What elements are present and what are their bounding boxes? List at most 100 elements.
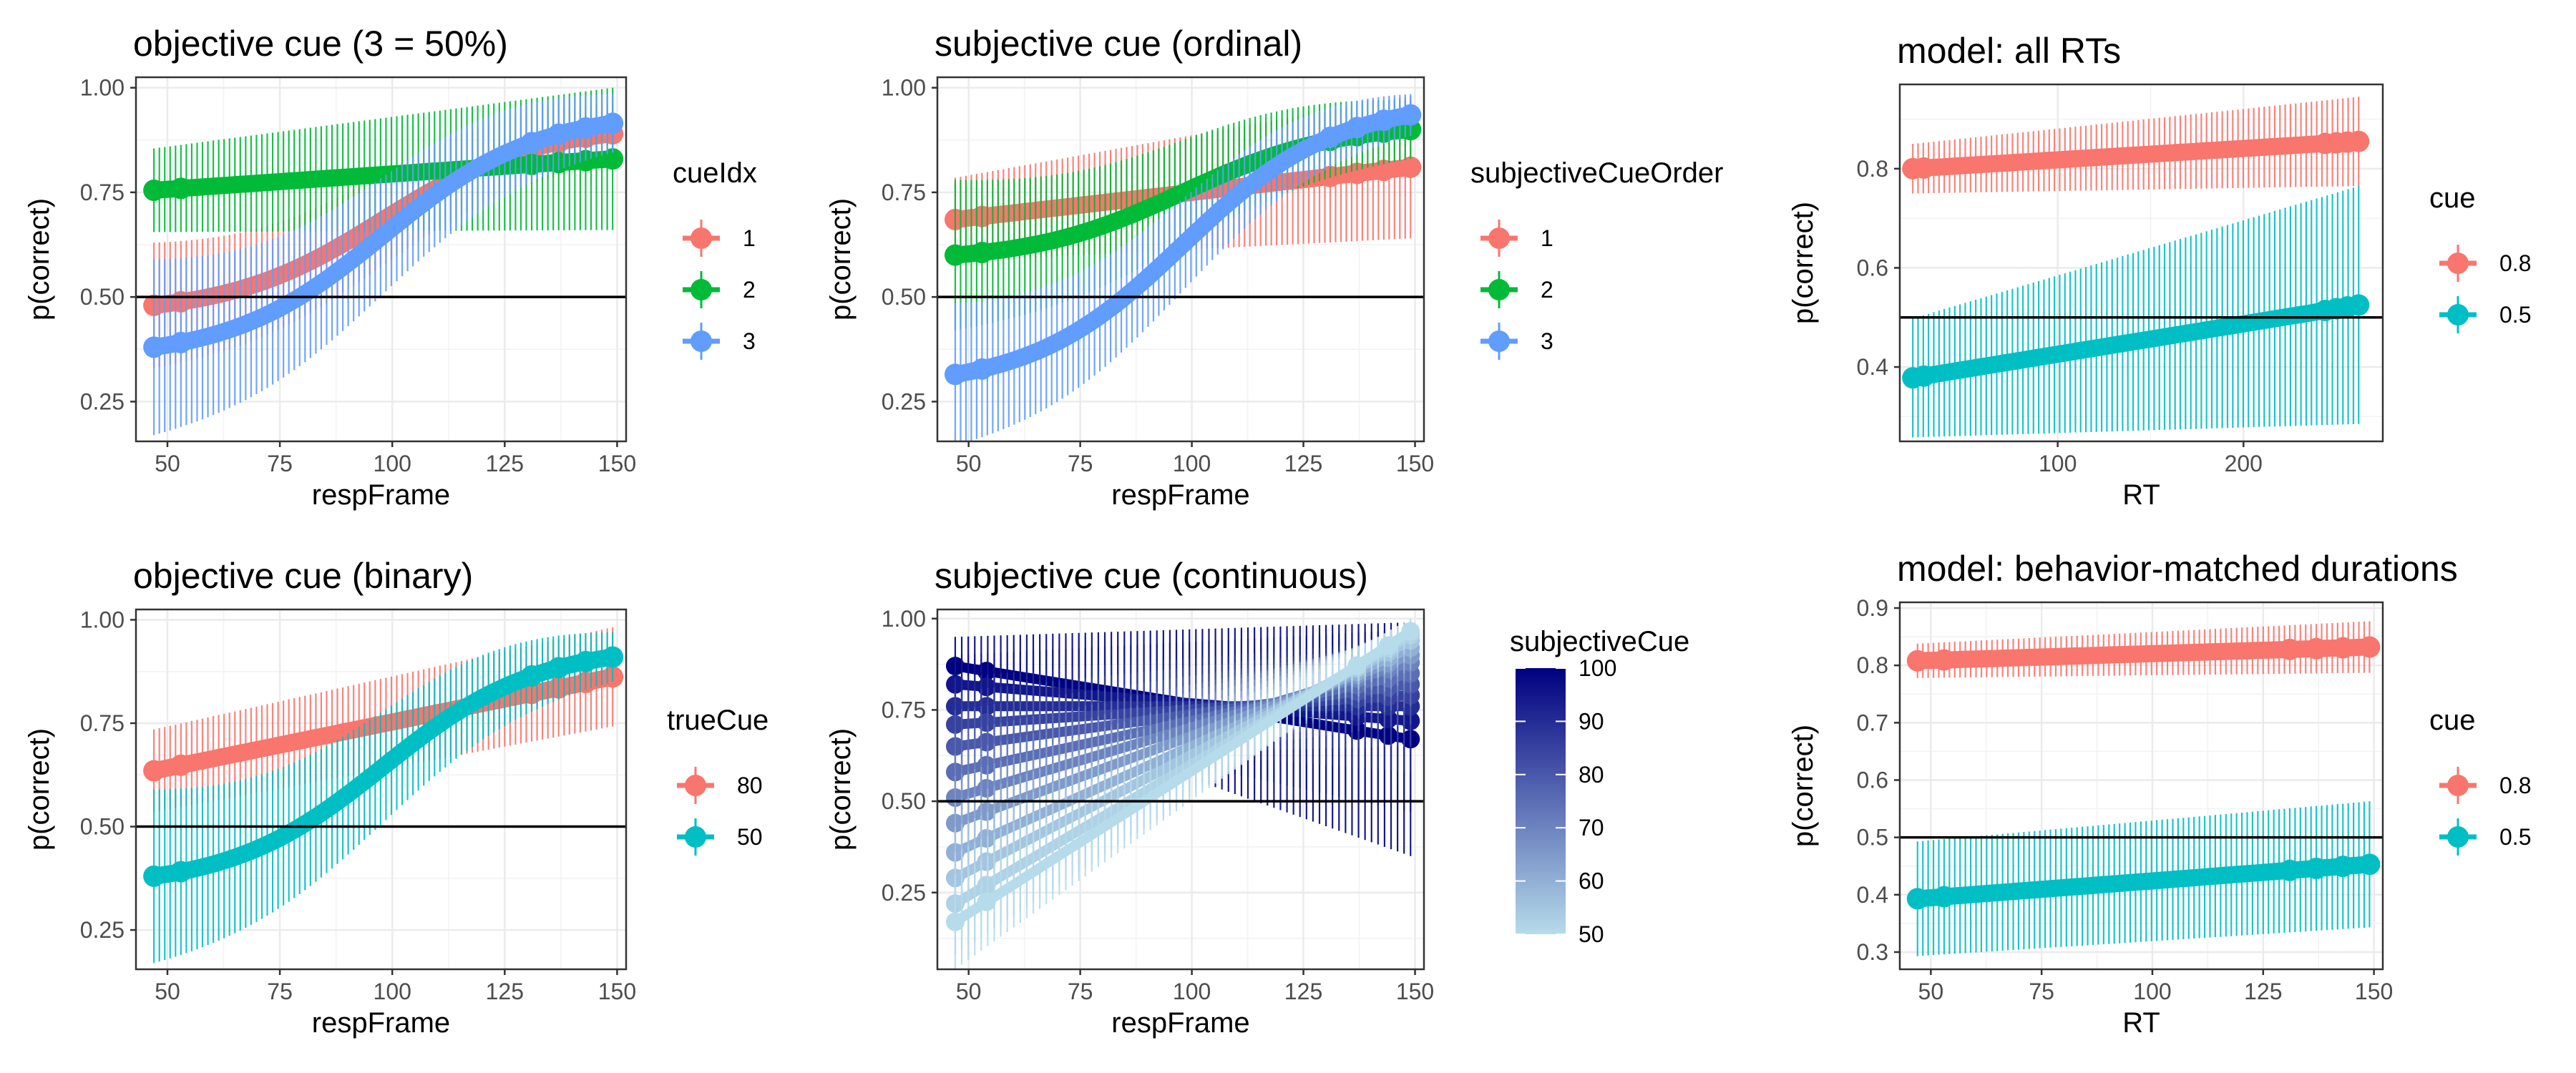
series-0.5 — [1906, 801, 2381, 956]
y-tick-label: 0.4 — [1857, 354, 1888, 380]
x-axis-label: respFrame — [1111, 479, 1249, 511]
x-tick-label: 75 — [2029, 979, 2054, 1004]
colorbar — [1516, 668, 1566, 934]
data-point — [977, 852, 996, 871]
series-50 — [945, 618, 1420, 969]
legend-key-point — [1488, 279, 1510, 300]
legend-key-point — [691, 227, 712, 249]
y-tick-label: 0.5 — [1857, 825, 1888, 851]
data-point — [2332, 637, 2354, 659]
y-tick-label: 1.00 — [882, 75, 926, 101]
data-point — [547, 657, 570, 679]
data-point — [2358, 636, 2381, 658]
data-point — [1347, 656, 1367, 675]
legend-title: trueCue — [667, 705, 769, 736]
data-point — [521, 132, 543, 154]
x-tick-label: 125 — [486, 979, 524, 1004]
panel-1: objective cue (3 = 50%) 50 75 100 125 150 0.25… — [24, 24, 757, 511]
panel-border — [1898, 601, 2384, 971]
panel-title: subjective cue (ordinal) — [935, 24, 1302, 64]
data-layer — [143, 627, 624, 964]
data-point — [2306, 637, 2328, 660]
legend: cue 0.8 0.5 — [2429, 705, 2531, 856]
y-tick-label: 0.25 — [80, 388, 125, 414]
x-tick-label: 125 — [2244, 979, 2282, 1004]
panel-title: model: all RTs — [1897, 31, 2121, 71]
y-axis-label: p(correct) — [1787, 202, 1819, 324]
panel-border — [1898, 83, 2384, 443]
x-tick-label: 100 — [2133, 979, 2171, 1004]
legend-key-point — [2447, 775, 2469, 796]
colorbar-label: 100 — [1579, 655, 1616, 681]
data-point — [2278, 638, 2301, 660]
legend-label: 3 — [1541, 328, 1553, 354]
colorbar-label: 70 — [1579, 815, 1604, 841]
panel-border — [135, 76, 628, 443]
x-tick-label: 125 — [486, 451, 524, 476]
data-point — [977, 876, 996, 895]
data-point — [1933, 649, 1955, 671]
y-axis-label: p(correct) — [24, 198, 55, 320]
panel-border — [936, 76, 1425, 443]
data-point — [977, 892, 996, 911]
y-tick-label: 0.50 — [80, 814, 125, 840]
data-point — [1319, 126, 1341, 148]
data-point — [971, 358, 993, 380]
legend-label: 2 — [1541, 277, 1553, 303]
y-tick-label: 0.4 — [1857, 882, 1888, 908]
x-axis-label: respFrame — [312, 1007, 450, 1039]
series-0.8 — [1906, 621, 2381, 678]
x-tick-label: 150 — [1396, 451, 1434, 476]
data-point — [977, 697, 996, 716]
y-tick-label: 0.6 — [1857, 767, 1888, 793]
x-tick-label: 50 — [155, 979, 180, 1004]
data-point — [170, 754, 192, 776]
data-point — [977, 802, 996, 821]
legend-title: cue — [2429, 182, 2476, 214]
data-point — [1913, 157, 1935, 179]
x-axis-label: respFrame — [1111, 1007, 1249, 1039]
x-tick-label: 125 — [1284, 979, 1322, 1004]
y-tick-label: 0.25 — [882, 880, 926, 906]
legend-key-point — [1488, 330, 1510, 352]
data-point — [1906, 888, 1928, 910]
data-point — [1379, 710, 1398, 729]
colorbar-label: 80 — [1579, 762, 1604, 788]
series-3 — [143, 94, 624, 436]
data-point — [1379, 636, 1398, 655]
legend-title: cue — [2429, 705, 2476, 736]
x-tick-label: 50 — [956, 451, 982, 476]
data-layer — [1906, 621, 2381, 956]
data-point — [1906, 650, 1928, 672]
y-tick-label: 0.3 — [1857, 939, 1888, 965]
data-point — [1933, 886, 1955, 908]
panel-border — [135, 608, 628, 971]
x-tick-label: 75 — [1068, 979, 1093, 1004]
legend-label: 80 — [737, 773, 763, 798]
x-tick-label: 75 — [267, 451, 293, 476]
x-tick-label: 100 — [2039, 451, 2077, 476]
data-point — [143, 336, 165, 358]
y-tick-label: 1.00 — [80, 607, 125, 632]
colorbar-label: 90 — [1579, 708, 1604, 734]
colorbar-label: 60 — [1579, 868, 1604, 894]
data-point — [575, 117, 597, 139]
x-axis-label: RT — [2122, 1007, 2160, 1039]
y-axis-label: p(correct) — [1787, 725, 1819, 847]
panel-title: subjective cue (continuous) — [935, 556, 1368, 596]
y-axis-label: p(correct) — [825, 728, 857, 851]
y-axis-label: p(correct) — [24, 728, 55, 851]
legend-label: 3 — [743, 328, 756, 354]
data-point — [143, 760, 165, 782]
data-point — [170, 331, 192, 353]
data-point — [1913, 365, 1935, 387]
data-layer — [945, 618, 1420, 969]
data-point — [2332, 856, 2354, 878]
panel-title: objective cue (binary) — [133, 556, 473, 596]
data-point — [977, 779, 996, 798]
data-point — [977, 828, 996, 848]
data-layer — [143, 87, 624, 436]
x-tick-label: 100 — [1173, 451, 1211, 476]
y-tick-label: 1.00 — [882, 606, 926, 632]
data-point — [575, 650, 597, 672]
